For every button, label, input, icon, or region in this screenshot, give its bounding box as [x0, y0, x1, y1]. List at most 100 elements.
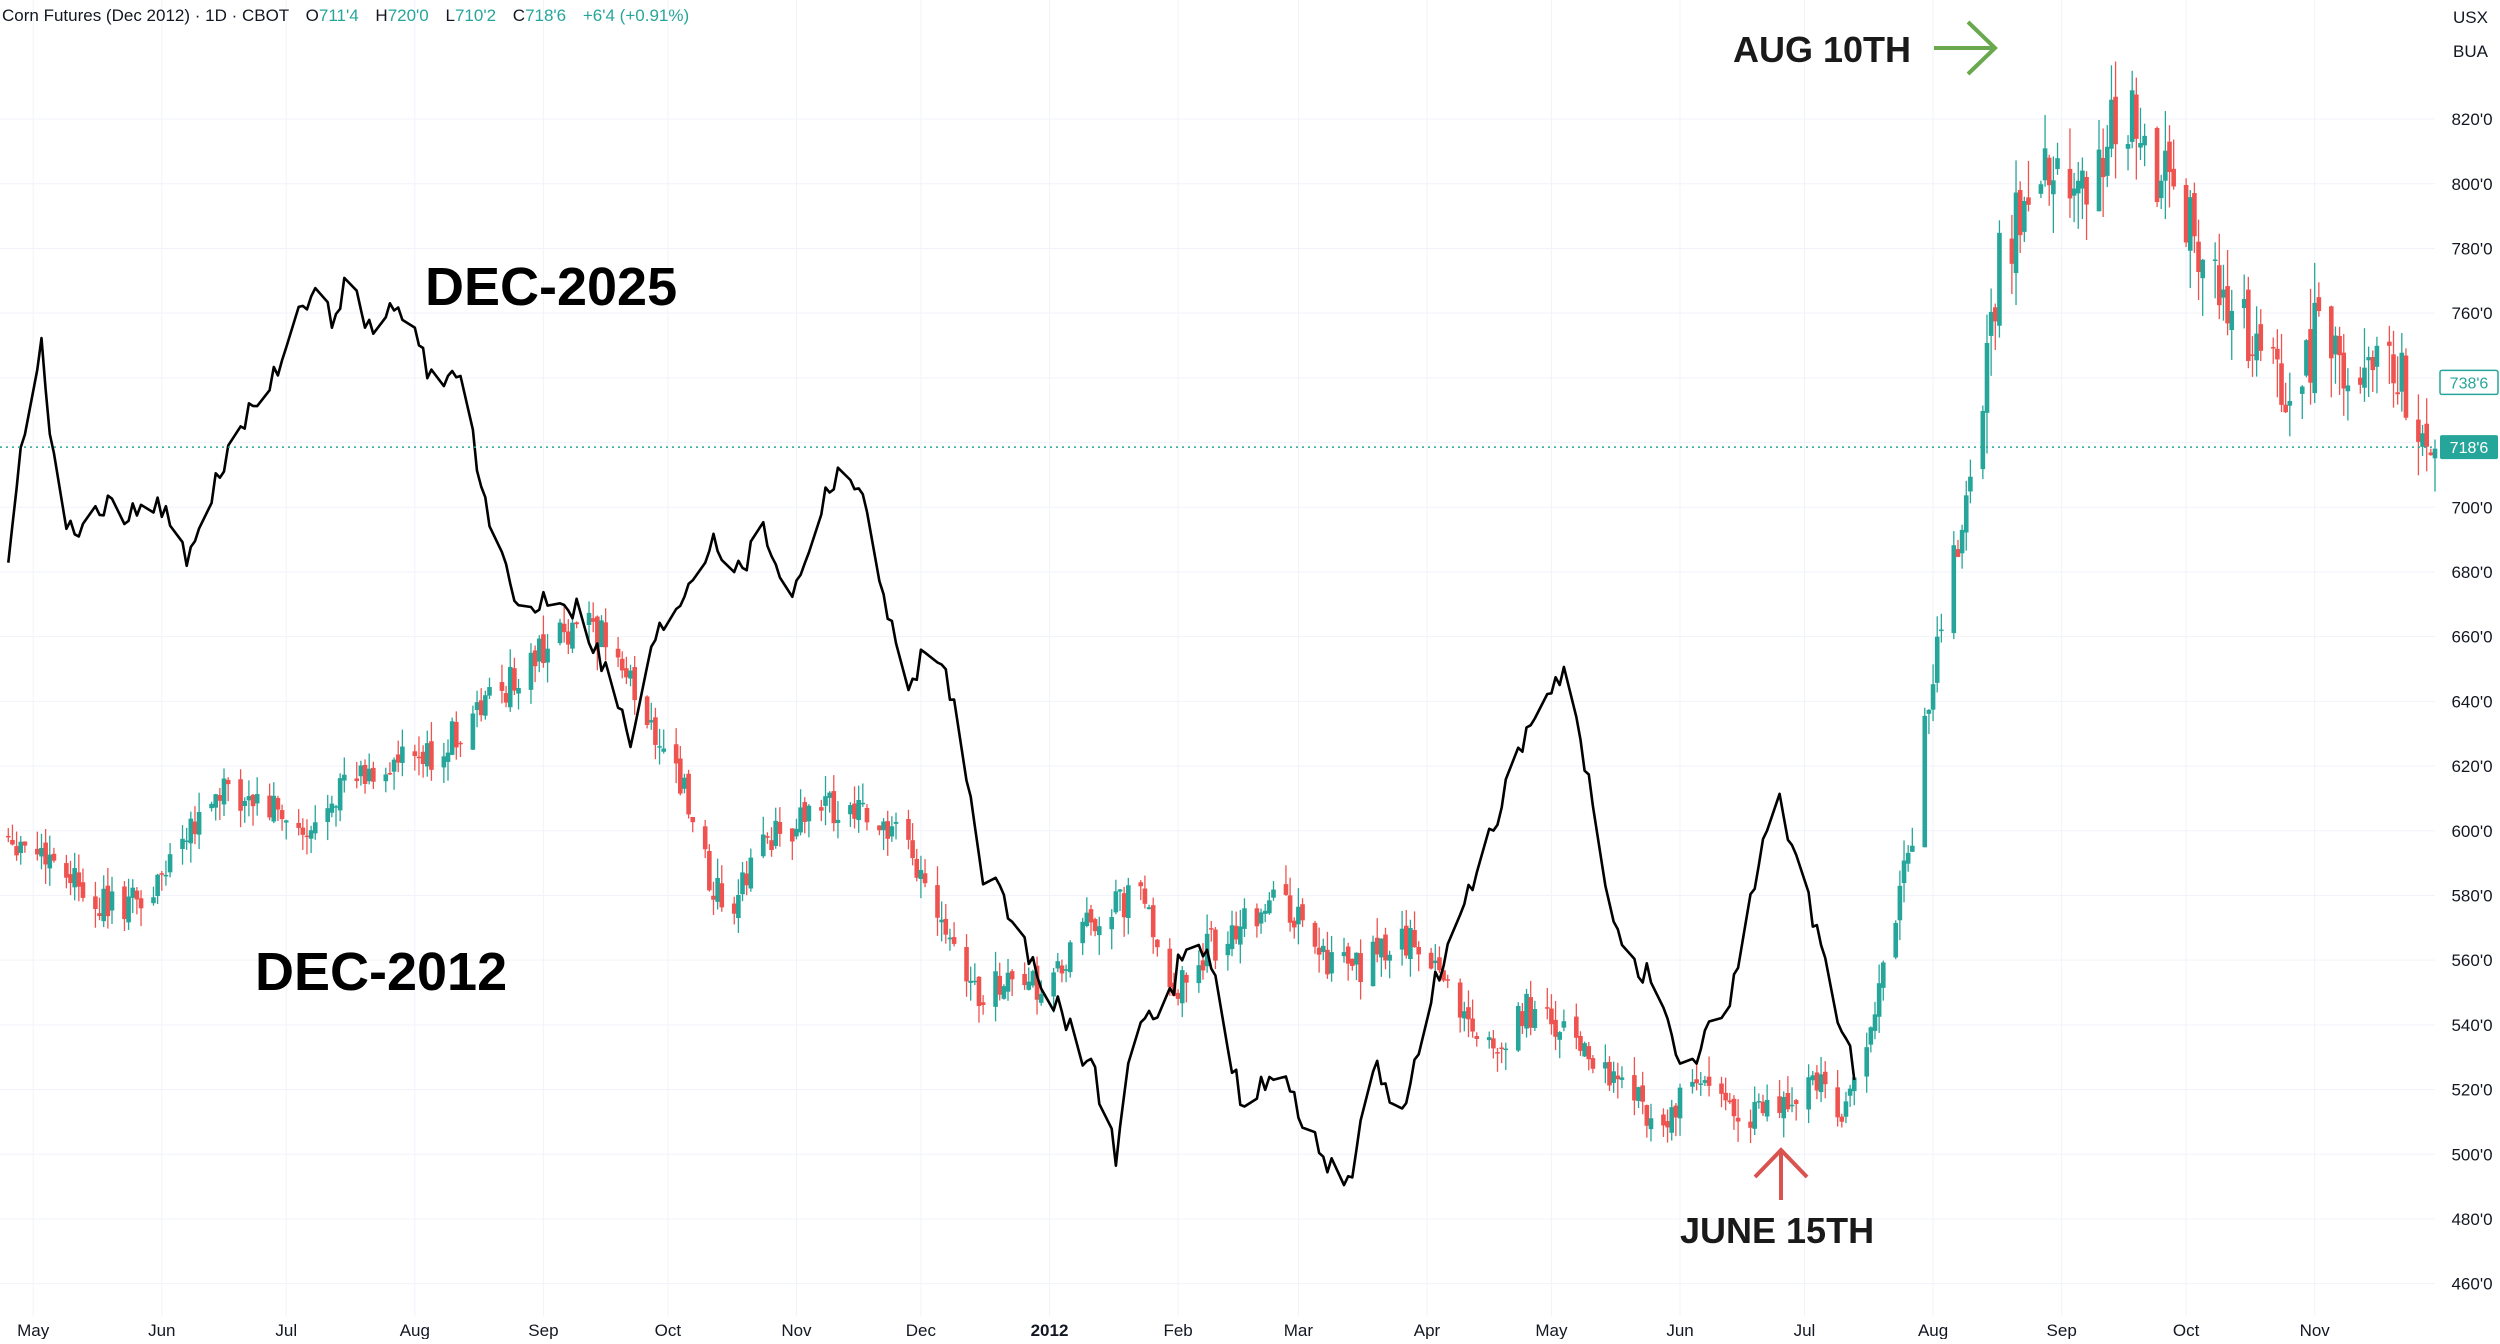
price-axis-label: 760'0 — [2451, 304, 2492, 323]
candle-body — [1698, 1083, 1704, 1085]
candle-body — [819, 807, 824, 811]
candle-body — [1138, 882, 1144, 887]
candle-body — [217, 795, 223, 801]
candle-body — [97, 913, 102, 917]
candle-body — [1466, 1007, 1471, 1020]
price-axis-label: 620'0 — [2451, 757, 2492, 776]
candle-body — [1544, 1007, 1550, 1009]
symbol-title[interactable]: Corn Futures (Dec 2012) · 1D · CBOT — [2, 6, 289, 25]
candle-body — [1578, 1035, 1583, 1051]
candle-body — [1876, 983, 1882, 1017]
candle-body — [877, 825, 882, 831]
candle-body — [192, 821, 198, 835]
time-axis-label: Jun — [148, 1321, 175, 1339]
candle-body — [1760, 1101, 1766, 1114]
candle-body — [1242, 908, 1247, 929]
candle-body — [823, 796, 828, 806]
candle-body — [1026, 981, 1032, 990]
candle-body — [64, 863, 69, 878]
open-label: O — [305, 6, 319, 25]
candle-body — [2216, 265, 2222, 306]
candle-body — [648, 720, 654, 723]
candle-body — [163, 874, 169, 877]
candle-body — [2370, 357, 2376, 371]
candle-body — [1636, 1087, 1641, 1101]
candle-body — [910, 840, 915, 859]
candle-body — [860, 802, 866, 805]
candle-body — [395, 754, 401, 763]
time-axis-label: Aug — [400, 1321, 430, 1339]
candle-body — [1092, 919, 1098, 932]
candle-body — [2287, 401, 2293, 406]
close-label: C — [512, 6, 526, 25]
candle-body — [2358, 377, 2363, 385]
candle-body — [993, 971, 998, 1007]
candle-body — [159, 873, 165, 875]
time-axis-label: Jul — [1794, 1321, 1816, 1339]
candle-body — [72, 868, 77, 888]
close-value: 718'6 — [525, 6, 567, 25]
candle-body — [1951, 545, 1957, 634]
candle-body — [707, 850, 712, 891]
candle-body — [1719, 1083, 1724, 1094]
candle-body — [2391, 354, 2396, 384]
candle-body — [951, 937, 957, 944]
candle-body — [1329, 952, 1334, 974]
candle-body — [1764, 1099, 1770, 1117]
candle-body — [644, 696, 650, 725]
candle-body — [736, 894, 741, 919]
candle-body — [2420, 433, 2425, 447]
candle-body — [2067, 168, 2073, 199]
time-axis[interactable]: May Jun Jul Aug Sep Oct Nov Dec 2012 Feb Mar Apr May… — [17, 1321, 2330, 1340]
candle-body — [2395, 392, 2400, 395]
candle-body — [412, 751, 418, 757]
candle-body — [283, 820, 289, 823]
candle-body — [1113, 891, 1119, 913]
unit-label[interactable]: BUA — [2453, 42, 2488, 61]
symbol-legend[interactable]: Corn Futures (Dec 2012) · 1D · CBOT O711… — [2, 6, 689, 26]
candle-body — [1325, 949, 1330, 975]
candle-body — [325, 808, 331, 822]
candle-body — [806, 805, 812, 822]
candle-body — [138, 898, 144, 909]
time-axis-label: Jul — [275, 1321, 297, 1339]
candle-body — [420, 751, 426, 764]
candle-body — [536, 638, 542, 662]
candle-body — [1648, 1118, 1654, 1130]
candle-body — [1822, 1071, 1828, 1085]
candle-body — [864, 807, 870, 823]
line-path — [7, 276, 1856, 1187]
candle-body — [1262, 910, 1268, 914]
candle-body — [2387, 341, 2392, 346]
candle-body — [2042, 148, 2048, 181]
candle-body — [1586, 1046, 1592, 1060]
candle-body — [1984, 342, 1990, 413]
candle-body — [2129, 90, 2135, 142]
candle-body — [1345, 946, 1351, 964]
candle-body — [2017, 190, 2023, 236]
time-axis-label: Jun — [1666, 1321, 1693, 1339]
candle-body — [300, 827, 306, 835]
candle-body — [296, 822, 301, 828]
candle-body — [1474, 1036, 1480, 1039]
candle-body — [1839, 1116, 1845, 1122]
candle-body — [1300, 904, 1305, 921]
candle-body — [1515, 1006, 1521, 1051]
candle-body — [2171, 168, 2176, 187]
candle-body — [2312, 302, 2318, 394]
arrow-up-icon — [1753, 1147, 1809, 1200]
candle-body — [1934, 636, 1940, 683]
low-label: L — [445, 6, 455, 25]
price-axis-label: 580'0 — [2451, 886, 2492, 905]
time-axis-label: 2012 — [1031, 1321, 1069, 1339]
candle-body — [1150, 905, 1156, 938]
open-value: 711'4 — [318, 6, 359, 25]
candle-body — [1208, 928, 1214, 930]
candle-body — [1574, 1016, 1579, 1038]
price-axis[interactable]: 460'0 480'0 500'0 520'0 540'0 560'0 580'0 600'0… — [2451, 110, 2492, 1294]
annotations: DEC-2025 DEC-2012 AUG 10TH JUNE 15TH — [255, 20, 1998, 1251]
currency-label[interactable]: USX — [2453, 8, 2488, 27]
candle-body — [1607, 1061, 1612, 1086]
time-axis-label: May — [1535, 1321, 1568, 1339]
